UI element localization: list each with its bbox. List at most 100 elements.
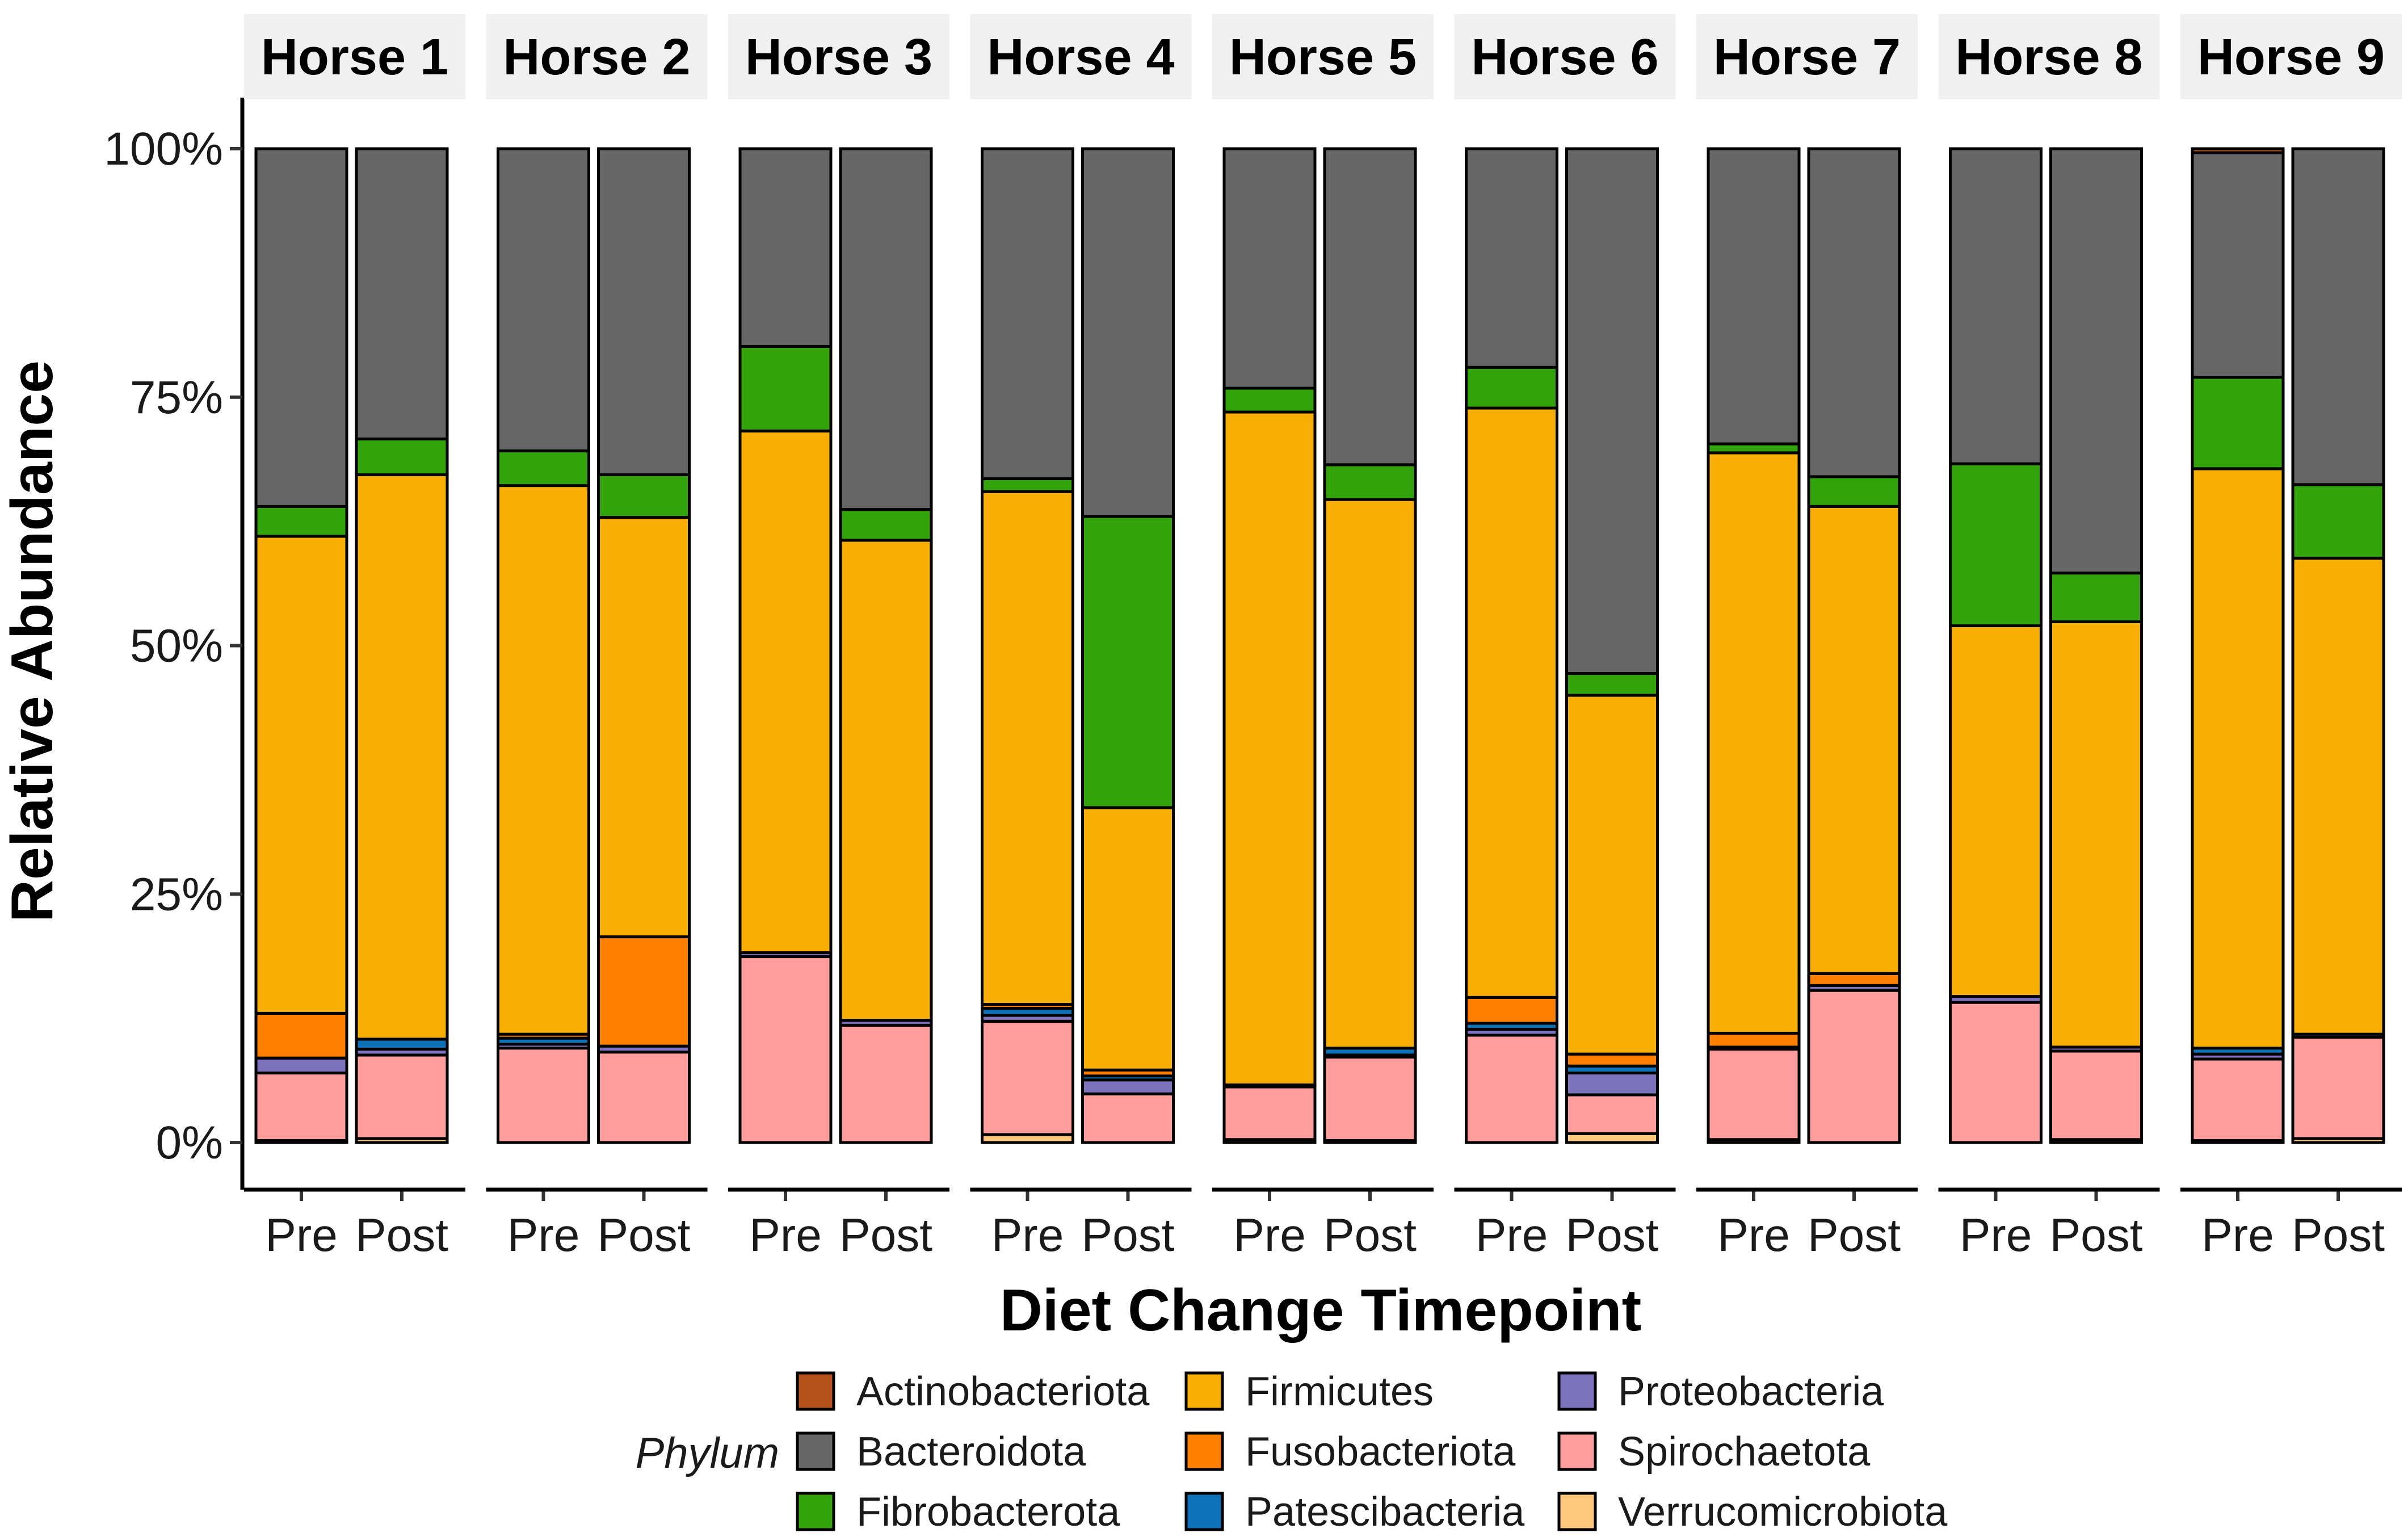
- legend-label: Patescibacteria: [1245, 1489, 1525, 1535]
- bar-segment-patescibacteria: [355, 1038, 449, 1051]
- bar-segment-fusobacteriota: [1707, 1031, 1801, 1049]
- bar-segment-spirochaetota: [1323, 1055, 1417, 1142]
- facet-horse-8: Horse 8 Pre Post: [1938, 14, 2160, 1261]
- bar-segment-spirochaetota: [1465, 1034, 1558, 1144]
- bar-segment-bacteroidota: [1565, 147, 1659, 675]
- y-axis: 0% 25% 50% 75% 100%: [104, 98, 245, 1190]
- bar-pre: [497, 147, 590, 1144]
- bar-segment-spirochaetota: [497, 1047, 590, 1144]
- bar-post: [1565, 147, 1659, 1144]
- bar-segment-spirochaetota: [738, 955, 833, 1144]
- bar-segment-fusobacteriota: [254, 1011, 348, 1060]
- bar-segment-firmicutes: [1081, 806, 1175, 1072]
- facet-strip-label: Horse 6: [1471, 29, 1658, 86]
- bar-segment-spirochaetota: [1707, 1047, 1801, 1141]
- bar-segment-bacteroidota: [1707, 147, 1801, 446]
- legend-key: [1184, 1371, 1224, 1411]
- bar-segment-bacteroidota: [597, 147, 691, 476]
- y-axis-title: Relative Abundance: [0, 360, 65, 922]
- x-tick-label: Pre: [1960, 1210, 2032, 1261]
- bar-segment-fibrobacterota: [2191, 376, 2285, 471]
- legend-item-verrucomicrobiota: Verrucomicrobiota: [1557, 1489, 1948, 1535]
- bar-pre: [1949, 147, 2043, 1144]
- facet-strip-label: Horse 3: [745, 29, 932, 86]
- legend-label: Verrucomicrobiota: [1618, 1489, 1948, 1535]
- bar-segment-fibrobacterota: [597, 473, 691, 519]
- bar-segment-bacteroidota: [839, 147, 933, 511]
- x-tick-label: Pre: [1476, 1210, 1548, 1261]
- legend-key: [1184, 1492, 1224, 1531]
- bar-segment-bacteroidota: [497, 147, 590, 452]
- bar-segment-fibrobacterota: [1949, 462, 2043, 627]
- bar-segment-bacteroidota: [254, 147, 348, 508]
- bar-post: [839, 147, 933, 1144]
- bar-segment-spirochaetota: [1949, 1001, 2043, 1144]
- bar-segment-firmicutes: [1222, 410, 1317, 1086]
- bar-segment-spirochaetota: [1807, 989, 1901, 1144]
- bar-segment-spirochaetota: [1081, 1092, 1175, 1144]
- legend-label: Actinobacteriota: [856, 1369, 1150, 1414]
- facet-strip-label: Horse 2: [503, 29, 690, 86]
- x-tick-label: Post: [597, 1210, 690, 1261]
- bar-segment-fibrobacterota: [839, 508, 933, 542]
- x-tick-label: Post: [2292, 1210, 2385, 1261]
- x-tick-label: Post: [1323, 1210, 1417, 1261]
- y-tick-label: 75%: [130, 372, 223, 423]
- legend-label: Fusobacteriota: [1245, 1429, 1516, 1475]
- bar-segment-firmicutes: [1323, 498, 1417, 1050]
- bar-segment-firmicutes: [839, 539, 933, 1022]
- bar-segment-fibrobacterota: [1565, 672, 1659, 697]
- legend-key: [796, 1431, 835, 1471]
- facet-strip: [970, 14, 1192, 99]
- y-tick-label: 50%: [130, 620, 223, 672]
- facet-horse-6: Horse 6 Pre Post: [1454, 14, 1676, 1261]
- bar-pre: [2191, 147, 2285, 1144]
- legend: Phylum Actinobacteriota Bacteroidota Fibro…: [636, 1369, 1948, 1535]
- legend-label: Firmicutes: [1245, 1369, 1434, 1414]
- legend-label: Proteobacteria: [1618, 1369, 1884, 1414]
- bar-segment-proteobacteria: [254, 1056, 348, 1074]
- bar-segment-firmicutes: [1707, 451, 1801, 1035]
- bar-post: [1081, 147, 1175, 1144]
- bar-segment-firmicutes: [738, 429, 833, 955]
- facet-strip: [244, 14, 465, 99]
- bar-pre: [1222, 147, 1317, 1144]
- legend-key: [796, 1371, 835, 1411]
- bar-segment-firmicutes: [254, 535, 348, 1015]
- x-tick-label: Pre: [1233, 1210, 1306, 1261]
- legend-label: Fibrobacterota: [856, 1489, 1120, 1535]
- x-tick-label: Pre: [749, 1210, 822, 1261]
- legend-item-actinobacteriota: Actinobacteriota: [796, 1369, 1150, 1414]
- bar-segment-actinobacteriota: [2191, 147, 2285, 154]
- bar-post: [2291, 147, 2385, 1144]
- bar-segment-fusobacteriota: [1565, 1052, 1659, 1068]
- bar-segment-fibrobacterota: [738, 345, 833, 432]
- legend-item-proteobacteria: Proteobacteria: [1557, 1369, 1884, 1414]
- legend-item-fibrobacterota: Fibrobacterota: [796, 1489, 1120, 1535]
- x-tick-label: Pre: [265, 1210, 338, 1261]
- facet-strip-label: Horse 7: [1713, 29, 1901, 86]
- bar-segment-fusobacteriota: [597, 935, 691, 1048]
- bar-segment-firmicutes: [355, 473, 449, 1041]
- x-tick-label: Post: [2049, 1210, 2142, 1261]
- facet-strip-label: Horse 4: [987, 29, 1174, 86]
- x-tick-label: Pre: [507, 1210, 580, 1261]
- bar-post: [2049, 147, 2143, 1144]
- facet-horse-5: Horse 5 Pre Post: [1212, 14, 1434, 1261]
- bar-segment-bacteroidota: [2291, 147, 2385, 486]
- x-tick-label: Post: [355, 1210, 448, 1261]
- bar-segment-firmicutes: [2049, 620, 2143, 1049]
- facet-strip: [1212, 14, 1434, 99]
- bar-pre: [981, 147, 1074, 1144]
- facet-horse-9: Horse 9 Pre Post: [2180, 14, 2402, 1261]
- bar-segment-fibrobacterota: [981, 477, 1074, 493]
- bar-segment-firmicutes: [2191, 467, 2285, 1050]
- x-tick-label: Pre: [1717, 1210, 1790, 1261]
- facet-strip-label: Horse 5: [1229, 29, 1417, 86]
- bar-segment-fibrobacterota: [497, 449, 590, 488]
- bar-segment-firmicutes: [981, 490, 1074, 1006]
- bar-segment-fibrobacterota: [355, 437, 449, 476]
- x-axis-title: Diet Change Timepoint: [1000, 1278, 1642, 1343]
- bar-segment-spirochaetota: [597, 1051, 691, 1144]
